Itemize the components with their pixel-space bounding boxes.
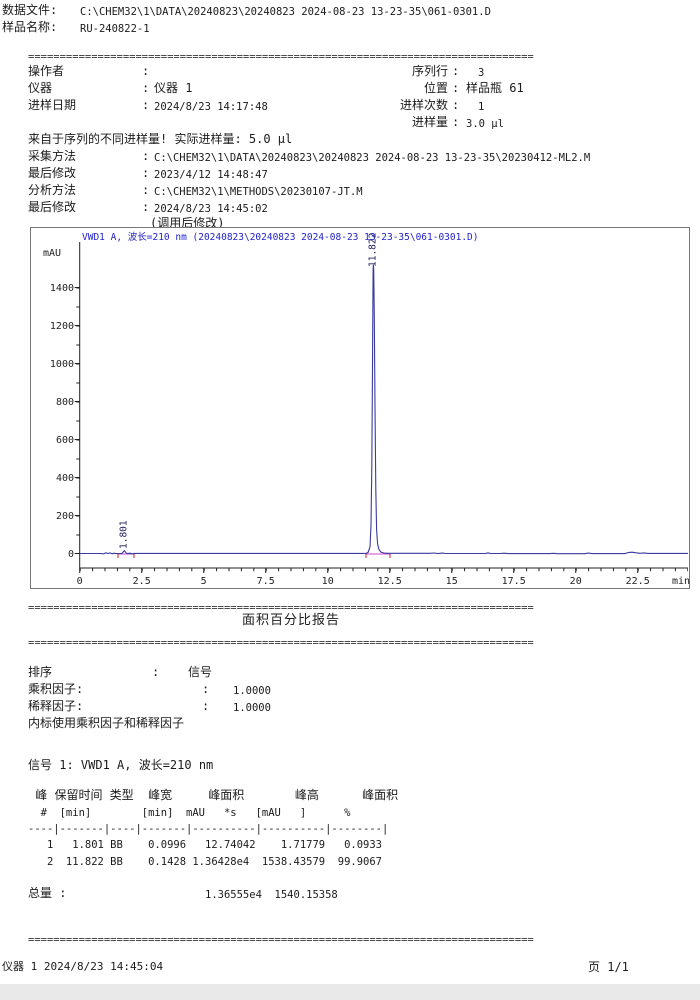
x-tick-label: 5 (201, 576, 207, 587)
chromatogram-trace (79, 264, 688, 555)
x-major-ticks (79, 568, 639, 573)
colon: : (202, 699, 210, 713)
footer-instrument-timestamp: 仪器 1 2024/8/23 14:45:04 (2, 960, 164, 973)
ana-method-value: C:\CHEM32\1\METHODS\20230107-JT.M (154, 186, 363, 198)
modified-note: (调用后修改) (150, 216, 225, 230)
inj-count-label: 进样次数 (399, 98, 448, 112)
bottom-strip (0, 984, 700, 1000)
separator: ========================================… (28, 51, 534, 63)
colon: : (152, 665, 160, 679)
separator: ========================================… (28, 934, 534, 946)
colon: : (142, 149, 150, 163)
acq-modified-value: 2023/4/12 14:48:47 (154, 169, 268, 181)
sample-name-label: 样品名称: (2, 20, 58, 34)
table-ruler: ----|-------|----|-------|----------|---… (28, 823, 389, 835)
instrument-label: 仪器 (28, 81, 53, 95)
y-tick-label: 0 (68, 549, 74, 560)
colon: : (452, 81, 460, 95)
injection-warning: 来自于序列的不同进样量! 实际进样量: 5.0 µl (28, 132, 293, 146)
dilution-factor-value: 1.0000 (233, 702, 271, 714)
mult-factor-label: 乘积因子: (28, 682, 84, 696)
operator-label: 操作者 (28, 64, 65, 78)
data-file-label: 数据文件: (2, 3, 58, 17)
y-tick-label: 800 (56, 397, 74, 408)
acq-modified-label: 最后修改 (28, 166, 77, 180)
sort-value: 信号 (188, 665, 213, 679)
separator: ========================================… (28, 637, 534, 649)
x-tick-label: 22.5 (626, 576, 650, 587)
x-tick-label: 17.5 (502, 576, 526, 587)
sort-label: 排序 (28, 665, 53, 679)
colon: : (452, 64, 460, 78)
y-tick-label: 200 (56, 511, 74, 522)
colon: : (452, 98, 460, 112)
instrument-value: 仪器 1 (154, 81, 193, 95)
x-tick-label: 12.5 (378, 576, 402, 587)
signal-line: 信号 1: VWD1 A, 波长=210 nm (28, 758, 214, 772)
mult-factor-value: 1.0000 (233, 685, 271, 697)
peak-label: 1.801 (119, 520, 130, 549)
ana-modified-value: 2024/8/23 14:45:02 (154, 203, 268, 215)
inj-vol-label: 进样量 (411, 115, 448, 129)
ana-modified-label: 最后修改 (28, 200, 77, 214)
sample-name-value: RU-240822-1 (80, 23, 150, 35)
data-file-value: C:\CHEM32\1\DATA\20240823\20240823 2024-… (80, 6, 491, 18)
acq-method-value: C:\CHEM32\1\DATA\20240823\20240823 2024-… (154, 152, 591, 164)
location-value: 样品瓶 61 (466, 81, 524, 95)
seq-line-value: 3 (478, 67, 485, 79)
y-tick-label: 1200 (50, 321, 74, 332)
colon: : (202, 682, 210, 696)
colon: : (142, 183, 150, 197)
chromatogram-chart: VWD1 A, 波长=210 nm (20240823\20240823 202… (30, 227, 690, 589)
y-axis-unit: mAU (43, 248, 61, 259)
totals-label: 总量 : (28, 886, 67, 900)
inj-date-label: 进样日期 (28, 98, 77, 112)
y-tick-label: 1400 (50, 283, 74, 294)
inj-vol-value: 3.0 µl (466, 118, 504, 130)
y-major-ticks (74, 287, 80, 554)
x-tick-label: 2.5 (133, 576, 151, 587)
seq-line-label: 序列行 (411, 64, 448, 78)
x-tick-label: 7.5 (257, 576, 275, 587)
ana-method-label: 分析方法 (28, 183, 77, 197)
colon: : (142, 81, 150, 95)
colon: : (142, 98, 150, 112)
istd-note: 内标使用乘积因子和稀释因子 (28, 716, 185, 730)
chart-border (30, 227, 690, 589)
colon: : (142, 166, 150, 180)
report-title: 面积百分比报告 (242, 613, 341, 628)
dilution-factor-label: 稀释因子: (28, 699, 84, 713)
footer-page-number: 页 1/1 (588, 960, 629, 974)
table-row: 1 1.801 BB 0.0996 12.74042 1.71779 0.093… (28, 839, 383, 851)
table-header-units: # [min] [min] mAU *s [mAU ] % (28, 807, 351, 819)
y-tick-label: 600 (56, 435, 74, 446)
inj-count-value: 1 (478, 101, 485, 113)
colon: : (452, 115, 460, 129)
acq-method-label: 采集方法 (28, 149, 77, 163)
inj-date-value: 2024/8/23 14:17:48 (154, 101, 268, 113)
x-tick-label: 10 (322, 576, 334, 587)
table-row: 2 11.822 BB 0.1428 1.36428e4 1538.43579 … (28, 856, 383, 868)
x-tick-label: 20 (570, 576, 582, 587)
x-axis-unit: min (672, 576, 690, 587)
colon: : (142, 200, 150, 214)
location-label: 位置 (423, 81, 448, 95)
x-tick-label: 0 (77, 576, 83, 587)
colon: : (142, 64, 150, 78)
table-header-cn: 峰 保留时间 类型 峰宽 峰面积 峰高 峰面积 (28, 788, 399, 802)
y-tick-label: 400 (56, 473, 74, 484)
integration-markers (117, 554, 391, 558)
separator: ========================================… (28, 602, 534, 614)
y-tick-label: 1000 (50, 359, 74, 370)
chart-title: VWD1 A, 波长=210 nm (20240823\20240823 202… (82, 231, 479, 243)
totals-values: 1.36555e4 1540.15358 (205, 889, 338, 901)
peak-label: 11.822 (368, 233, 379, 267)
x-tick-label: 15 (446, 576, 458, 587)
